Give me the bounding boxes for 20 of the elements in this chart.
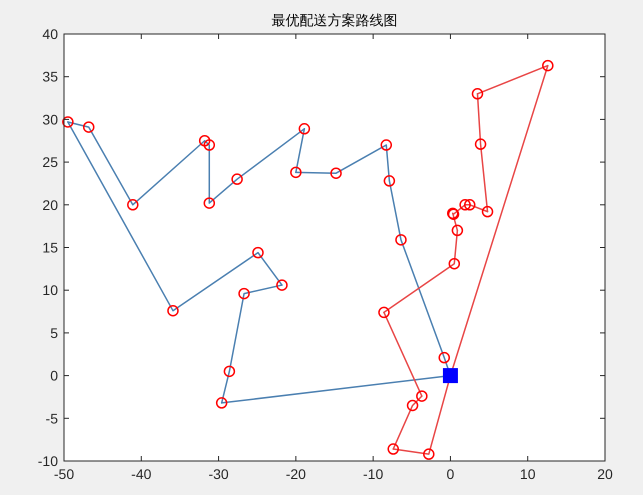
- x-tick-label: -10: [363, 466, 384, 482]
- y-tick-label: -5: [46, 410, 58, 426]
- y-tick-label: -10: [38, 453, 58, 469]
- x-tick-label: 0: [446, 466, 455, 482]
- y-tick-label: 15: [42, 240, 58, 256]
- y-tick-label: 0: [50, 368, 58, 384]
- y-tick-label: 35: [42, 68, 58, 85]
- x-tick-label: -20: [286, 466, 306, 482]
- y-tick-label: 25: [42, 154, 58, 170]
- x-tick-label: 20: [597, 466, 613, 482]
- y-tick-label: 20: [42, 196, 58, 213]
- y-tick-label: 10: [42, 282, 58, 298]
- x-tick-label: -50: [54, 466, 74, 482]
- y-tick-label: 30: [42, 111, 58, 128]
- y-tick-label: 40: [42, 26, 58, 42]
- x-tick-label: -40: [131, 466, 152, 482]
- chart-title: 最优配送方案路线图: [272, 12, 398, 28]
- x-tick-label: 10: [520, 466, 536, 482]
- x-tick-label: -30: [208, 466, 229, 482]
- y-tick-label: 5: [50, 324, 58, 341]
